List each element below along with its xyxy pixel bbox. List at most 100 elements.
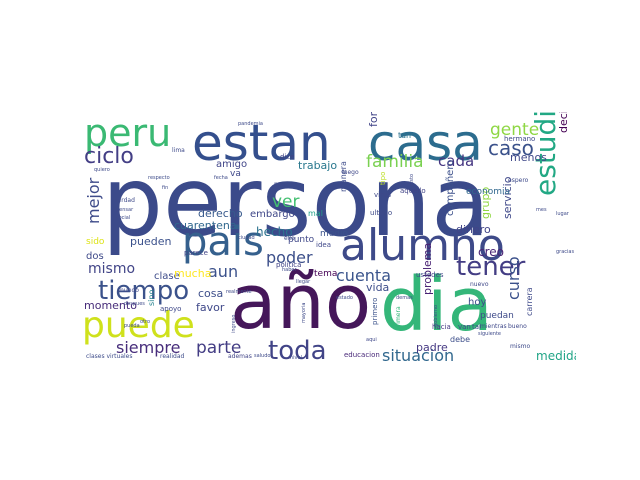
word-estan: estan	[192, 114, 331, 172]
word-respecto: respecto	[148, 175, 170, 181]
word-clase: clase	[154, 271, 180, 282]
word-companero: compañero	[445, 159, 456, 216]
word-siguiente: siguiente	[478, 331, 502, 337]
word-persona: persona	[102, 146, 490, 258]
word-espero: espero	[508, 177, 529, 184]
word-momento: momento	[84, 299, 137, 312]
word-sido: sido	[86, 237, 105, 247]
word-siempre: siempre	[116, 338, 181, 357]
word-cosa: cosa	[198, 287, 224, 300]
word-parece: parece	[184, 249, 208, 257]
word-lima: lima	[172, 147, 185, 154]
word-situacion: situacion	[382, 346, 455, 365]
word-dinero: dinero	[456, 223, 491, 236]
word-padre: padre	[416, 341, 448, 354]
word-aquello: aquello	[400, 187, 426, 195]
word-forma: forma	[367, 112, 380, 127]
word-mucha: mucha	[174, 267, 212, 280]
word-nivel: nivel	[290, 355, 302, 361]
word-decir: decir	[557, 112, 570, 133]
word-tema: tema	[314, 269, 338, 279]
word-economia: economia	[466, 187, 510, 197]
word-mientras: mientras	[480, 323, 507, 330]
word-primera: primera	[395, 306, 402, 330]
word-pueda: pueda	[124, 323, 140, 329]
word-social: social	[116, 215, 131, 221]
word-vida: vida	[366, 281, 390, 294]
word-hecho: hecho	[256, 225, 293, 239]
word-pandemia: pandemia	[238, 121, 263, 127]
word-bueno: bueno	[508, 323, 527, 330]
word-gracias: gracias	[556, 249, 575, 255]
word-tipo: tipo	[379, 171, 387, 185]
word-mejor: mejor	[84, 177, 103, 224]
word-cuenta: cuenta	[336, 266, 391, 285]
word-idea: idea	[316, 241, 331, 249]
word-educacion: educacion	[344, 351, 380, 359]
word-caso: caso	[488, 136, 534, 160]
word-primero: primero	[371, 297, 379, 325]
word-alumno: alumno	[340, 220, 505, 271]
word-gobierno: gobierno	[433, 304, 439, 327]
word-trabajo: trabajo	[298, 159, 338, 172]
word-ustedes: ustedes	[416, 271, 444, 279]
word-apoyo: apoyo	[160, 305, 182, 313]
word-politica: politica	[276, 261, 302, 269]
word-mismo-small: mismo	[510, 343, 531, 350]
word-haber: haber	[282, 267, 297, 273]
word-ciclo: ciclo	[84, 144, 134, 169]
word-nuevo: nuevo	[470, 281, 489, 288]
word-clases-virtuales: clases virtuales	[86, 353, 133, 360]
word-cloud: persona año dia estan casa pais alumno p…	[80, 112, 576, 368]
word-tal: tal	[472, 323, 481, 331]
word-pueden: pueden	[130, 235, 172, 248]
word-pais: pais	[182, 219, 264, 265]
word-despues: despues	[124, 301, 145, 307]
word-lugar: lugar	[556, 211, 569, 217]
word-demas: demas	[396, 295, 413, 301]
word-pago: pago	[274, 181, 289, 188]
word-otro: otro	[140, 319, 151, 325]
word-quiero: quiero	[94, 167, 110, 173]
word-ello: ello	[284, 235, 295, 242]
word-dos: dos	[86, 251, 104, 262]
word-realmente: realmente	[226, 289, 252, 295]
word-mundo: mundo	[118, 287, 139, 294]
word-estado: estado	[336, 295, 353, 301]
word-verdad: verdad	[114, 197, 135, 204]
word-medio: medio	[320, 229, 349, 239]
word-mes: mes	[536, 207, 547, 213]
word-curso: curso	[504, 256, 523, 300]
word-gente: gente	[490, 120, 540, 140]
word-dia: dia	[380, 262, 493, 348]
word-creo: creo	[478, 245, 504, 259]
word-familia: familia	[366, 152, 424, 172]
word-medida: medida	[536, 349, 576, 363]
word-van: van	[458, 323, 471, 331]
word-casa: casa	[368, 114, 483, 172]
word-puedan: puedan	[480, 311, 514, 321]
word-derecho: derecho	[198, 207, 243, 220]
word-punto: punto	[288, 235, 315, 245]
word-ver: ver	[272, 192, 300, 212]
word-pensar: pensar	[116, 207, 134, 213]
word-puesto: puesto	[409, 173, 415, 191]
word-mismo: mismo	[88, 261, 136, 277]
word-mal: mal	[308, 209, 323, 218]
word-realidad: realidad	[160, 353, 185, 360]
word-fin: fin	[162, 185, 169, 191]
word-aqui: aqui	[366, 337, 377, 343]
word-tener: tener	[456, 252, 526, 282]
word-ademas: ademas	[228, 353, 252, 360]
word-parte: parte	[196, 338, 242, 358]
word-menos: menos	[510, 151, 547, 164]
word-luego: luego	[342, 169, 359, 176]
word-tan: tan	[398, 131, 412, 140]
word-peru: peru	[84, 112, 172, 155]
word-va: va	[230, 169, 241, 179]
word-ciudad: ciudad	[238, 235, 255, 241]
word-dice: dice	[280, 153, 295, 161]
word-mayoria: mayoria	[301, 302, 307, 323]
word-amigo: amigo	[216, 159, 248, 170]
word-sino: sino	[147, 289, 156, 306]
